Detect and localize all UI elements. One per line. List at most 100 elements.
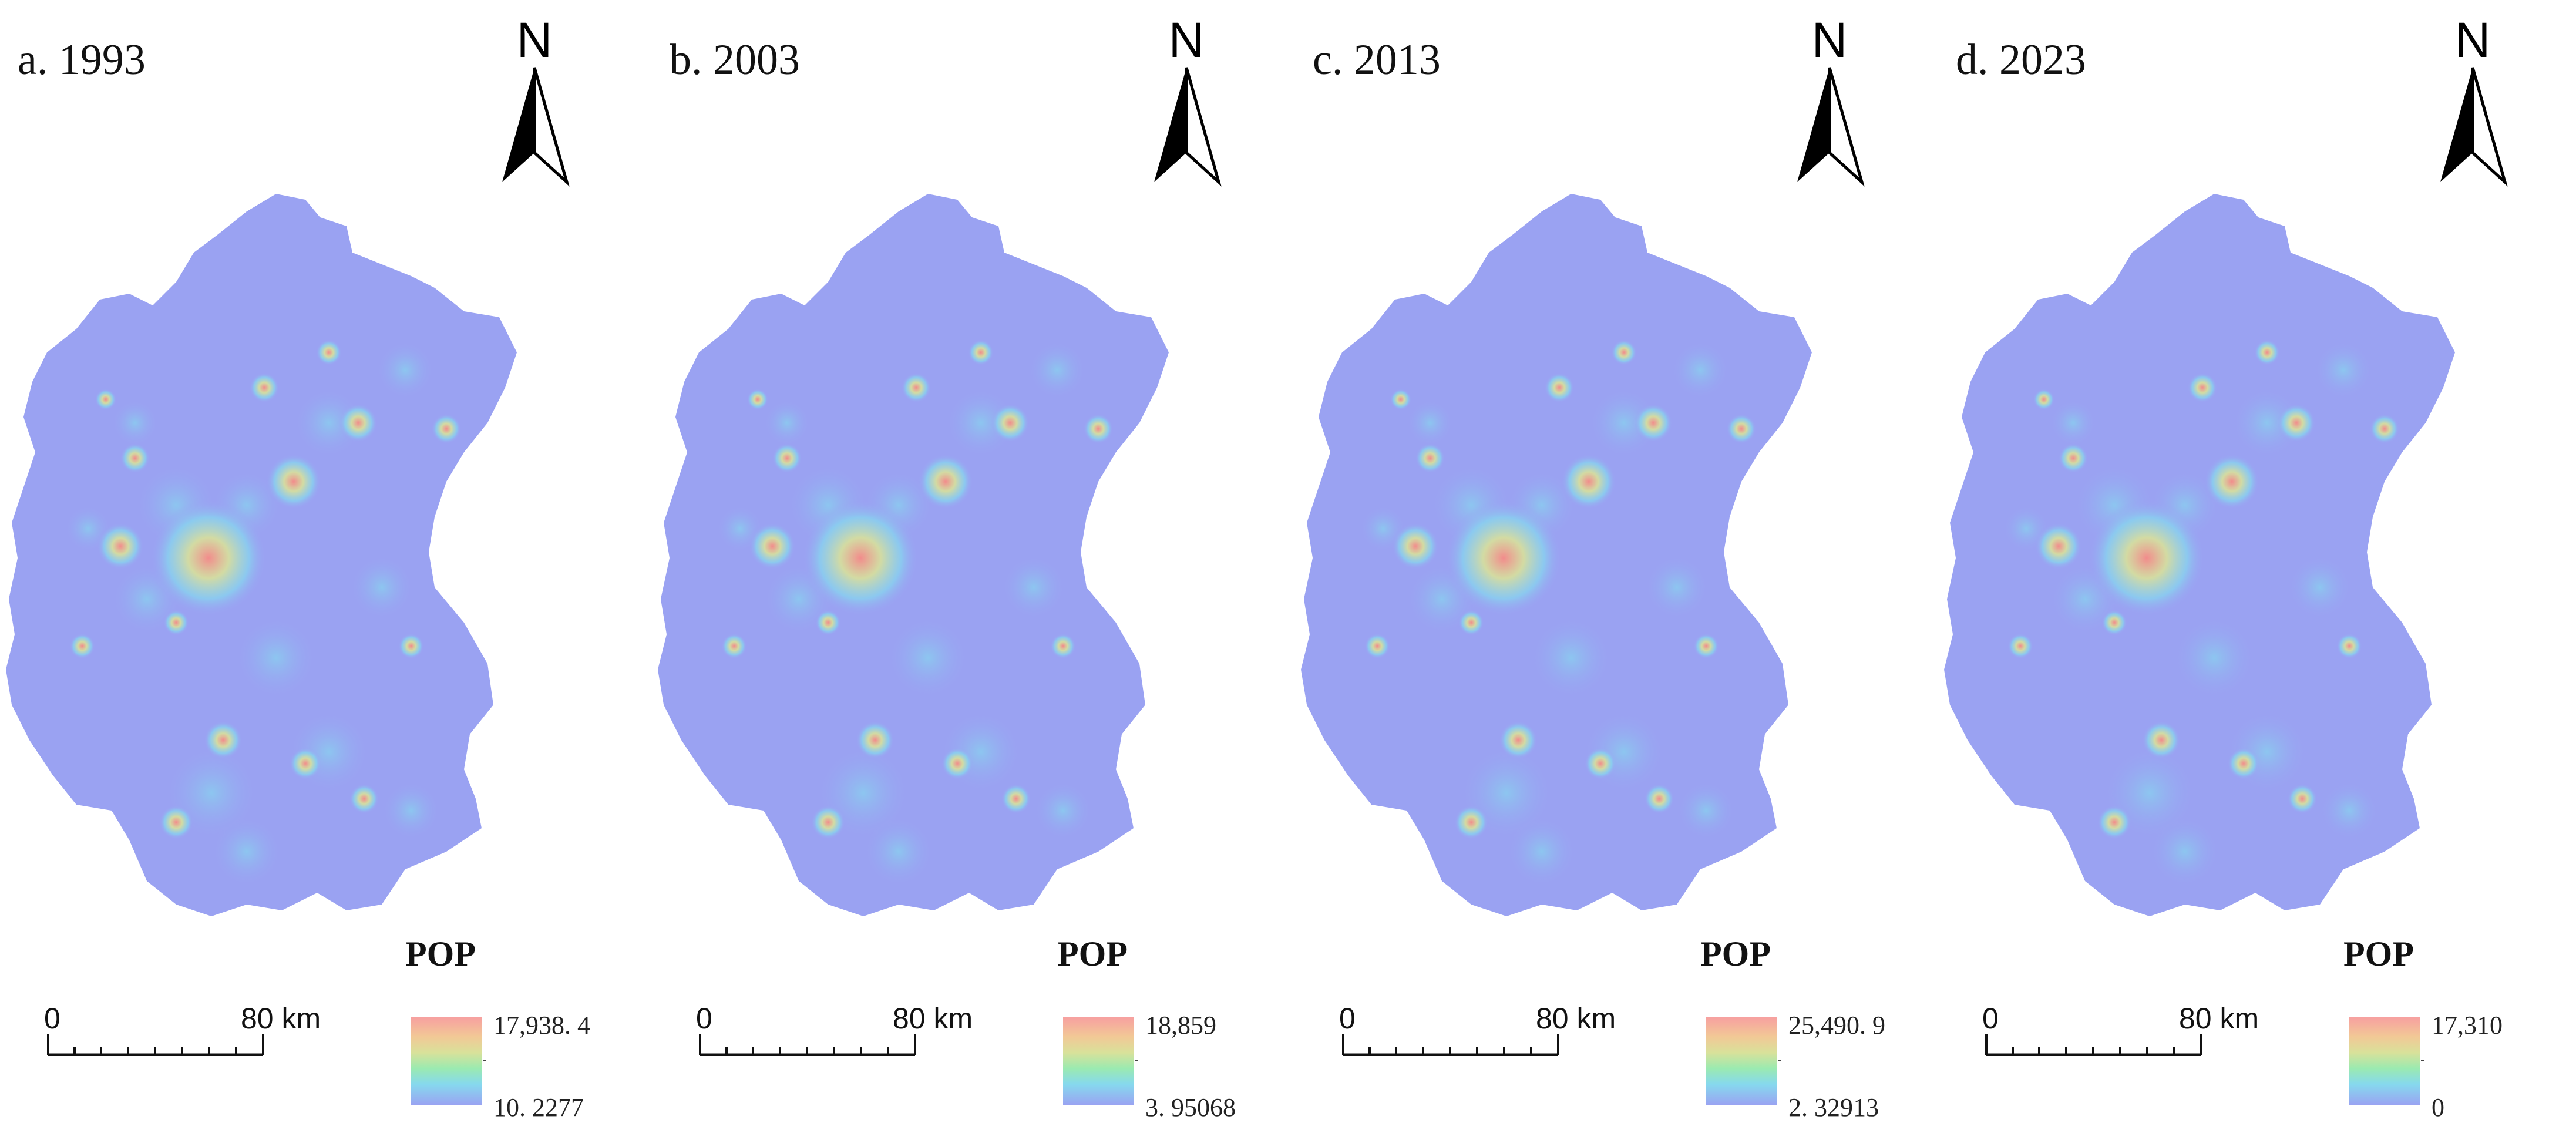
density-glow xyxy=(863,816,934,887)
density-glow xyxy=(1001,555,1066,620)
density-glow xyxy=(376,341,435,399)
density-hotspot xyxy=(1364,633,1390,659)
legend-max-label: 17,938. 4 xyxy=(493,1011,590,1040)
legend-max-label: 25,490. 9 xyxy=(1788,1011,1885,1040)
density-hotspot xyxy=(2277,404,2316,442)
density-hotspot xyxy=(1726,413,1757,444)
density-hotspot xyxy=(2287,784,2318,814)
legend-title: POP xyxy=(405,934,476,973)
density-glow xyxy=(2320,781,2379,840)
scale-ruler-icon xyxy=(1985,1034,2202,1056)
scale-ruler-icon xyxy=(47,1034,264,1056)
density-hotspot xyxy=(431,413,462,444)
density-hotspot xyxy=(1693,633,1719,659)
density-glow xyxy=(382,781,440,840)
north-arrow-icon: N xyxy=(487,12,581,188)
population-map xyxy=(658,194,1169,916)
density-glow xyxy=(887,617,969,699)
legend-title: POP xyxy=(1700,934,1771,973)
density-hotspot xyxy=(2369,413,2400,444)
density-hotspot xyxy=(2336,633,2362,659)
north-arrow-icon: N xyxy=(2426,12,2520,188)
density-hotspot xyxy=(398,633,424,659)
north-arrow-shape-icon xyxy=(502,67,570,187)
density-hotspot xyxy=(1454,805,1488,839)
density-glow xyxy=(294,388,364,458)
density-hotspot xyxy=(163,610,189,636)
density-glow xyxy=(946,388,1016,458)
north-label: N xyxy=(1168,12,1205,68)
legend-title: POP xyxy=(1057,934,1128,973)
density-glow xyxy=(2050,399,2097,446)
density-glow xyxy=(235,617,317,699)
density-hotspot xyxy=(749,523,796,570)
density-hotspot xyxy=(2101,610,2127,636)
density-hotspot xyxy=(2058,443,2089,473)
density-hotspot xyxy=(316,339,342,365)
density-hotspot xyxy=(1561,454,1616,509)
legend-min-label: 3. 95068 xyxy=(1145,1093,1236,1122)
density-glow xyxy=(349,555,414,620)
scale-ruler-icon xyxy=(699,1034,916,1056)
density-hotspot xyxy=(1083,413,1114,444)
density-hotspot xyxy=(1390,389,1411,410)
scale-bar: 0 80 km xyxy=(1319,1001,1624,1078)
density-hotspot xyxy=(968,339,994,365)
density-glow xyxy=(2314,341,2373,399)
density-hotspot xyxy=(1499,721,1538,759)
density-glow xyxy=(112,399,159,446)
density-hotspot xyxy=(856,721,894,759)
density-hotspot xyxy=(290,748,321,779)
north-label: N xyxy=(2454,12,2491,68)
density-glow xyxy=(2232,388,2302,458)
scale-start-label: 0 xyxy=(44,1002,60,1035)
north-arrow-shape-icon xyxy=(1797,67,1865,187)
density-hotspot xyxy=(2089,500,2205,616)
scale-end-label: 80 km xyxy=(2179,1002,2259,1035)
density-glow xyxy=(1589,388,1659,458)
color-legend: 17,938. 4 10. 2277 xyxy=(411,1010,634,1122)
density-hotspot xyxy=(1585,748,1616,779)
scale-ruler-icon xyxy=(1342,1034,1559,1056)
density-glow xyxy=(2150,816,2220,887)
density-glow xyxy=(1407,399,1454,446)
density-glow xyxy=(1506,816,1577,887)
north-arrow-icon: N xyxy=(1783,12,1876,188)
density-hotspot xyxy=(1544,372,1575,403)
scale-bar: 0 80 km xyxy=(675,1001,981,1078)
density-hotspot xyxy=(95,389,116,410)
density-hotspot xyxy=(1001,784,1031,814)
density-hotspot xyxy=(2228,748,2259,779)
density-hotspot xyxy=(2033,389,2054,410)
map-panel-2023: d. 2023 N POP 0 80 km 17,310 0 xyxy=(1938,0,2576,1123)
density-glow xyxy=(1677,781,1736,840)
color-ramp xyxy=(1063,1017,1134,1105)
color-ramp xyxy=(1706,1017,1777,1105)
density-hotspot xyxy=(815,610,841,636)
density-hotspot xyxy=(2097,805,2131,839)
density-hotspot xyxy=(204,721,243,759)
color-legend: 18,859 3. 95068 xyxy=(1063,1010,1286,1122)
population-map xyxy=(1944,194,2455,916)
density-hotspot xyxy=(772,443,802,473)
density-hotspot xyxy=(1050,633,1076,659)
density-glow xyxy=(1530,617,1612,699)
hotspot-layer xyxy=(1360,339,1757,887)
north-arrow-shape-icon xyxy=(1154,67,1222,187)
panel-title: b. 2003 xyxy=(670,36,800,84)
legend-min-label: 10. 2277 xyxy=(493,1093,584,1122)
color-legend: 25,490. 9 2. 32913 xyxy=(1706,1010,1929,1122)
density-hotspot xyxy=(901,372,931,403)
density-hotspot xyxy=(159,805,193,839)
density-hotspot xyxy=(2007,633,2033,659)
color-ramp xyxy=(411,1017,482,1105)
density-hotspot xyxy=(1445,500,1562,616)
density-hotspot xyxy=(2254,339,2280,365)
map-panel-2003: b. 2003 N POP 0 80 km 18,859 3. 95068 xyxy=(652,0,1298,1123)
density-hotspot xyxy=(2187,372,2218,403)
hotspot-layer xyxy=(2003,339,2400,887)
legend-max-label: 18,859 xyxy=(1145,1011,1216,1040)
scale-start-label: 0 xyxy=(1339,1002,1356,1035)
map-panel-1993: a. 1993 N POP 0 80 km 17,938. 4 10. 2277 xyxy=(0,0,646,1123)
population-map xyxy=(6,194,517,916)
